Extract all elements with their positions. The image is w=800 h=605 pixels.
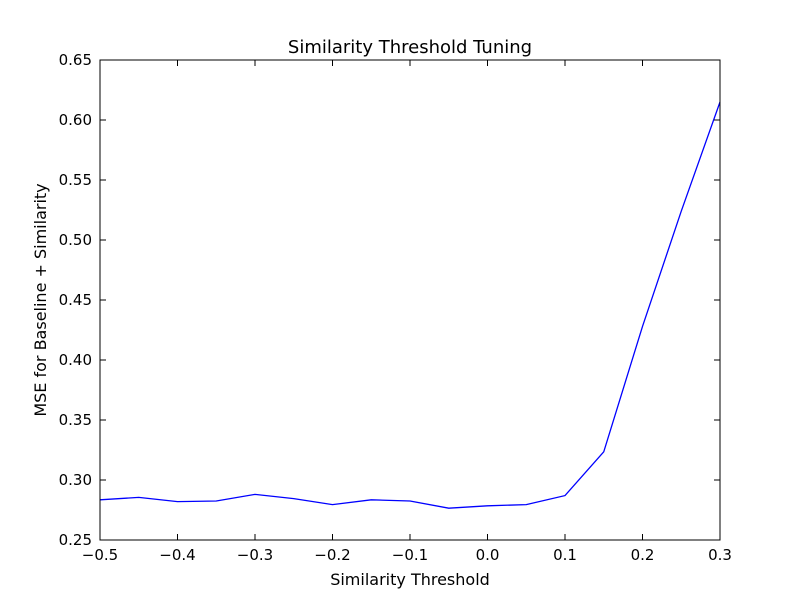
y-tick-label: 0.65 (59, 51, 92, 69)
x-tick-label: −0.2 (314, 546, 350, 564)
y-tick-label: 0.45 (59, 291, 92, 309)
x-tick-label: −0.3 (237, 546, 273, 564)
y-tick-label: 0.40 (59, 351, 92, 369)
y-tick-label: 0.35 (59, 411, 92, 429)
x-tick-label: 0.0 (476, 546, 500, 564)
x-tick-label: −0.4 (159, 546, 195, 564)
series-line-0 (99, 101, 721, 509)
y-tick-label: 0.55 (59, 171, 92, 189)
x-axis-label: Similarity Threshold (330, 570, 490, 589)
y-axis-label: MSE for Baseline + Similarity (31, 183, 50, 416)
y-tick-label: 0.50 (59, 231, 92, 249)
y-tick-label: 0.30 (59, 471, 92, 489)
x-tick-label: 0.2 (631, 546, 655, 564)
x-tick-label: −0.1 (392, 546, 428, 564)
y-tick-label: 0.25 (59, 531, 92, 549)
plot-area: −0.5 −0.4 −0.3 −0.2 −0.1 0.0 0.1 0.2 0.3 0.25 0.30… (59, 51, 732, 564)
chart-title: Similarity Threshold Tuning (288, 37, 532, 58)
x-tick-label: 0.1 (553, 546, 577, 564)
x-tick-label: 0.3 (708, 546, 732, 564)
x-tick-label: −0.5 (82, 546, 118, 564)
y-tick-label: 0.60 (59, 111, 92, 129)
